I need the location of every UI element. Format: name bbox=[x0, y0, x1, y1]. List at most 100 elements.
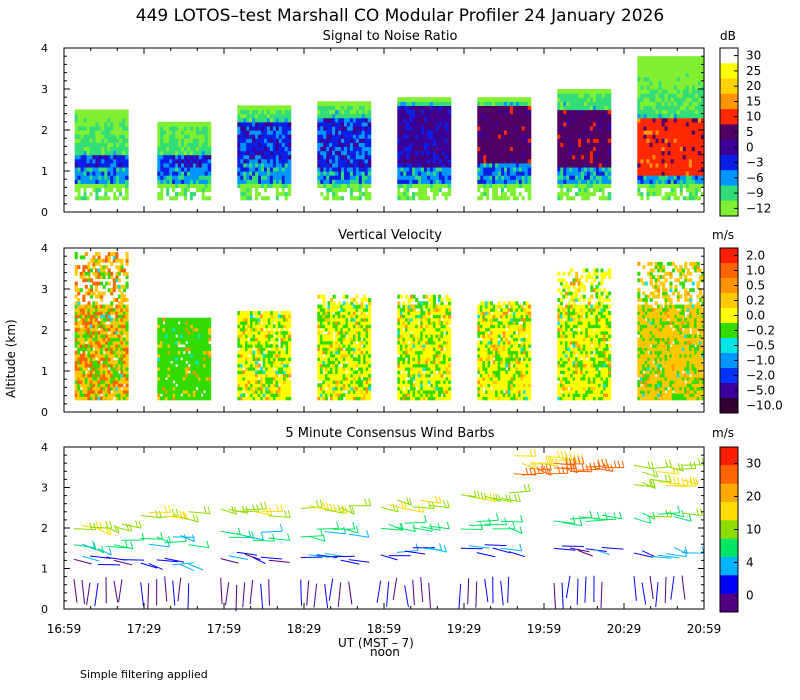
snr-cell bbox=[349, 154, 354, 160]
snr-cell bbox=[601, 101, 606, 106]
snr-cell bbox=[495, 171, 499, 176]
snr-cell bbox=[658, 171, 663, 176]
snr-cell bbox=[489, 101, 493, 106]
snr-cell bbox=[86, 117, 91, 123]
snr-cell bbox=[435, 154, 440, 160]
snr-cell bbox=[104, 109, 108, 115]
velocity-cell bbox=[115, 278, 119, 283]
velocity-cell bbox=[175, 393, 179, 397]
snr-cell bbox=[601, 158, 606, 164]
velocity-cell bbox=[175, 343, 179, 348]
snr-cell bbox=[649, 68, 654, 74]
velocity-cell bbox=[185, 389, 189, 394]
velocity-cell bbox=[105, 304, 109, 309]
velocity-cell bbox=[182, 376, 186, 381]
snr-cell bbox=[679, 80, 684, 86]
velocity-cell bbox=[100, 294, 104, 299]
snr-cell bbox=[685, 138, 690, 143]
velocity-cell bbox=[82, 307, 86, 312]
snr-cell bbox=[643, 117, 647, 123]
snr-cell bbox=[670, 146, 675, 152]
snr-cell bbox=[563, 195, 567, 201]
snr-cell bbox=[349, 195, 354, 201]
snr-cell bbox=[673, 76, 678, 82]
snr-cell bbox=[652, 175, 657, 180]
snr-cell bbox=[110, 134, 114, 139]
snr-cell bbox=[261, 125, 265, 131]
snr-cell bbox=[444, 105, 449, 111]
snr-cell bbox=[676, 142, 681, 147]
velocity-cell bbox=[159, 324, 163, 329]
velocity-cell bbox=[89, 393, 93, 397]
velocity-cell bbox=[192, 350, 196, 355]
velocity-cell bbox=[84, 314, 88, 319]
snr-cell bbox=[361, 117, 366, 123]
velocity-cell bbox=[95, 301, 99, 306]
snr-cell bbox=[160, 130, 164, 135]
snr-cell bbox=[655, 84, 660, 90]
velocity-cell bbox=[208, 357, 212, 361]
velocity-cell bbox=[87, 343, 91, 348]
velocity-cell bbox=[165, 383, 169, 388]
snr-cell bbox=[344, 162, 348, 168]
snr-cell bbox=[664, 60, 669, 65]
snr-cell bbox=[207, 138, 212, 143]
snr-cell bbox=[355, 187, 360, 193]
snr-cell bbox=[655, 150, 660, 156]
snr-cell bbox=[125, 125, 129, 131]
snr-cell bbox=[637, 142, 641, 147]
snr-cell bbox=[320, 121, 324, 127]
snr-cell bbox=[670, 138, 675, 143]
snr-cell bbox=[640, 105, 644, 111]
snr-cell bbox=[649, 72, 654, 78]
velocity-cell bbox=[115, 347, 119, 352]
snr-cell bbox=[524, 134, 529, 139]
snr-cell bbox=[438, 183, 443, 188]
snr-cell bbox=[284, 121, 289, 127]
velocity-cell bbox=[192, 357, 196, 361]
velocity-cell bbox=[170, 317, 174, 322]
snr-cell bbox=[480, 187, 484, 193]
snr-cell bbox=[701, 68, 705, 74]
snr-cell bbox=[249, 166, 253, 172]
snr-cell bbox=[676, 138, 681, 143]
snr-cell bbox=[444, 158, 449, 164]
velocity-cell bbox=[92, 340, 96, 345]
snr-cell bbox=[269, 162, 274, 168]
snr-cell bbox=[673, 117, 678, 123]
snr-cell bbox=[89, 150, 94, 156]
snr-cell bbox=[355, 121, 360, 127]
snr-cell bbox=[643, 76, 647, 82]
snr-cell bbox=[269, 187, 274, 193]
velocity-cell bbox=[84, 389, 88, 394]
snr-cell bbox=[661, 84, 666, 90]
snr-cell bbox=[421, 179, 425, 184]
snr-cell bbox=[560, 125, 564, 131]
snr-cell bbox=[563, 117, 567, 123]
snr-cell bbox=[444, 183, 449, 188]
snr-cell bbox=[421, 158, 425, 164]
velocity-cell bbox=[190, 376, 194, 381]
snr-cell bbox=[349, 142, 354, 147]
snr-cell bbox=[184, 179, 188, 184]
snr-cell bbox=[569, 158, 573, 164]
snr-cell bbox=[77, 121, 82, 127]
snr-cell bbox=[264, 175, 268, 180]
velocity-cell bbox=[187, 321, 191, 325]
snr-cell bbox=[255, 150, 259, 156]
snr-cell bbox=[403, 97, 407, 102]
snr-cell bbox=[598, 121, 603, 127]
snr-cell bbox=[637, 93, 641, 98]
snr-cell bbox=[412, 121, 416, 127]
velocity-cell bbox=[112, 317, 116, 322]
snr-cell bbox=[169, 158, 173, 164]
velocity-cell bbox=[100, 275, 104, 279]
snr-cell bbox=[412, 183, 416, 188]
velocity-cell bbox=[165, 373, 169, 378]
velocity-cell bbox=[115, 298, 119, 302]
snr-cell bbox=[432, 146, 437, 152]
snr-cell bbox=[664, 121, 669, 127]
velocity-cell bbox=[162, 386, 166, 391]
snr-cell bbox=[344, 138, 348, 143]
snr-cell bbox=[332, 150, 336, 156]
